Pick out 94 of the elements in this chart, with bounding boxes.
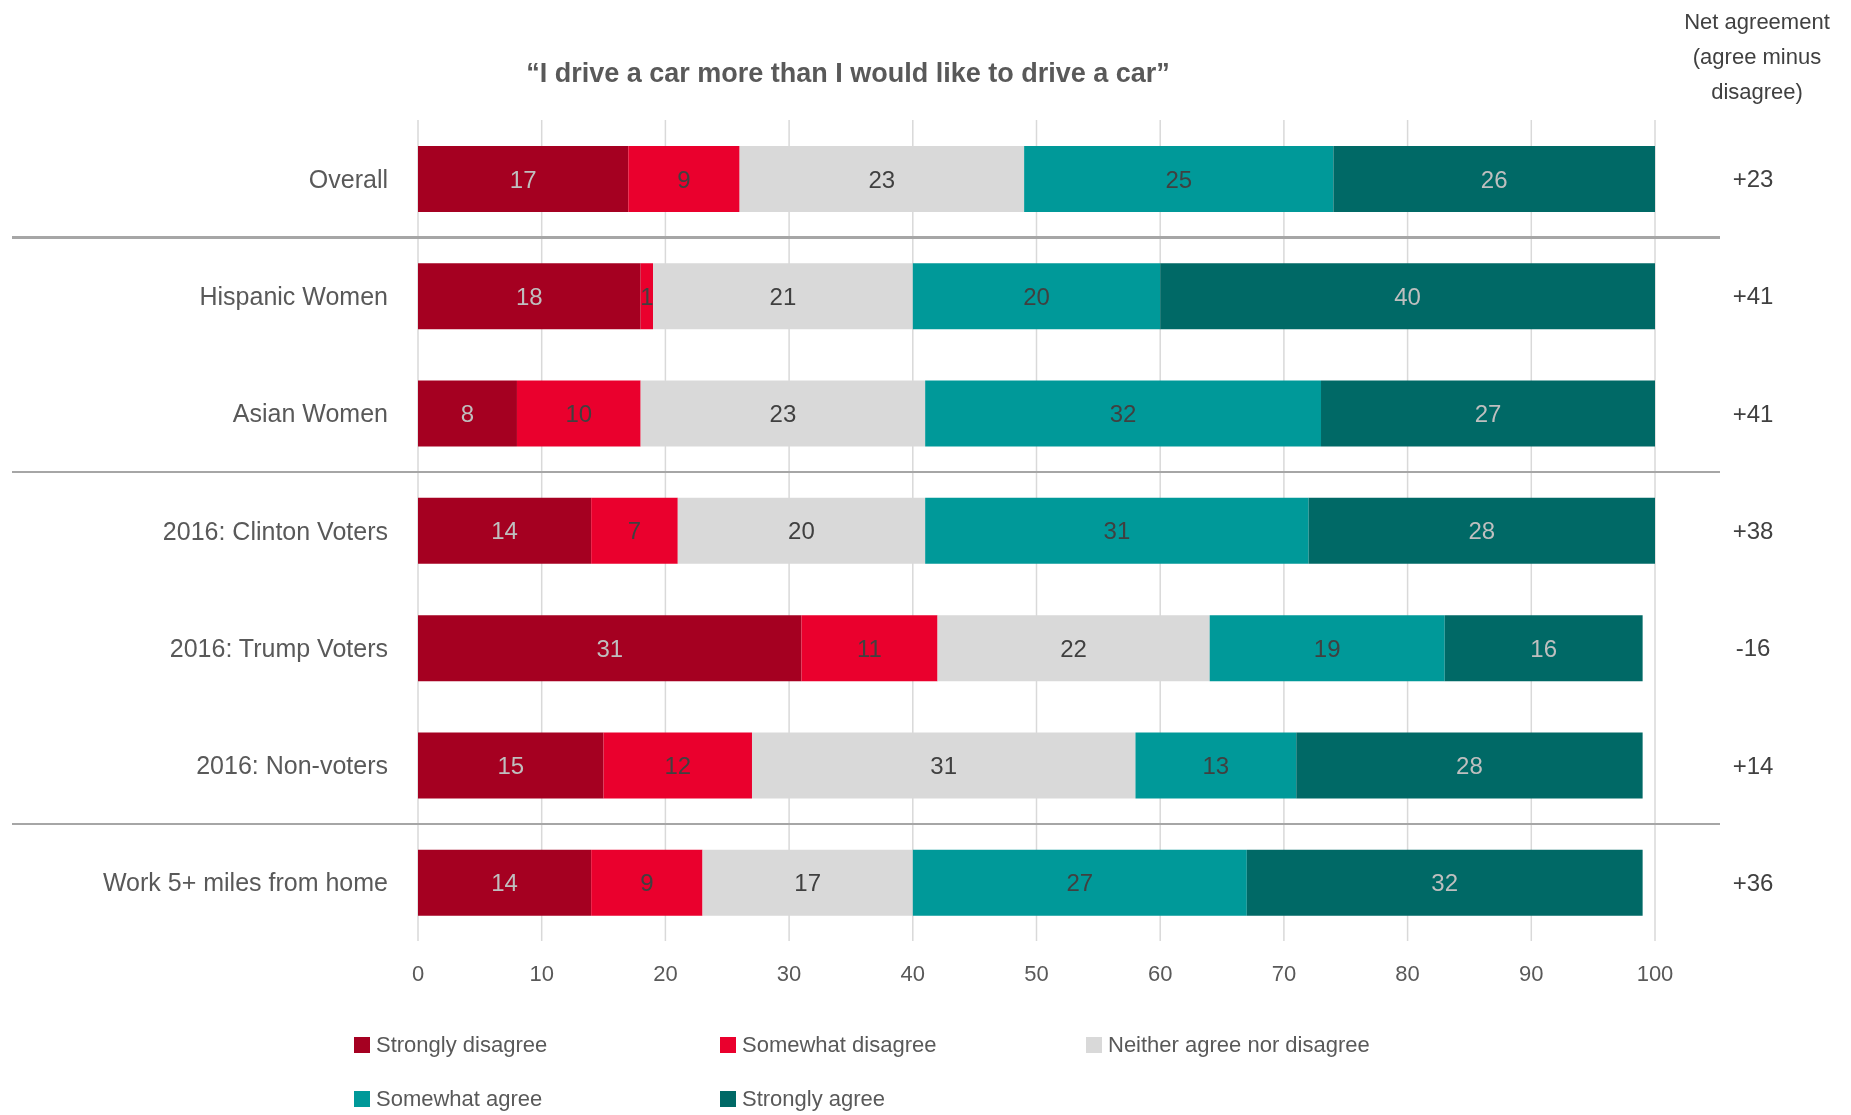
bar [1024, 146, 1334, 212]
bar [925, 497, 1309, 564]
bar [925, 380, 1322, 447]
bar [1135, 732, 1297, 799]
y-tick-label: Work 5+ miles from home [102, 868, 388, 897]
bar [1321, 380, 1655, 447]
y-tick-label: 2016: Trump Voters [169, 633, 388, 662]
data-label: 27 [1474, 400, 1502, 428]
data-label: 9 [640, 869, 654, 897]
data-label: 26 [1480, 165, 1508, 193]
bar [418, 146, 629, 212]
x-tick-label: 40 [900, 960, 926, 986]
data-label: 23 [868, 165, 896, 193]
y2-tick-label: +23 [1732, 165, 1774, 193]
data-label: 20 [1023, 282, 1050, 310]
data-label: 32 [1431, 869, 1459, 897]
bar [418, 263, 641, 330]
data-label: 25 [1165, 165, 1193, 193]
bar [418, 497, 592, 564]
data-label: 11 [857, 634, 882, 662]
y2-tick-label: +41 [1732, 282, 1774, 310]
data-label: 15 [497, 751, 525, 779]
y-tick-label: 2016: Clinton Voters [162, 516, 388, 545]
legend-label: Strongly disagree [376, 1032, 548, 1058]
bar [1333, 146, 1655, 212]
data-label: 21 [769, 282, 797, 310]
legend-label: Neither agree nor disagree [1108, 1032, 1370, 1058]
y2-tick-label: +38 [1732, 517, 1774, 544]
x-tick-label: 10 [529, 960, 554, 986]
bar [1246, 849, 1643, 916]
data-label: 18 [515, 282, 543, 310]
x-tick-label: 0 [411, 960, 425, 986]
y2-tick-label: +36 [1732, 868, 1774, 896]
data-label: 10 [565, 400, 593, 428]
legend-label: Strongly agree [742, 1086, 886, 1112]
data-label: 22 [1060, 634, 1087, 662]
legend-label: Somewhat agree [376, 1086, 543, 1112]
legend-label: Somewhat disagree [742, 1032, 937, 1058]
x-tick-label: 50 [1024, 960, 1049, 986]
data-label: 28 [1468, 517, 1496, 545]
bar [1308, 497, 1655, 564]
data-label: 32 [1109, 400, 1137, 428]
chart-title: “I drive a car more than I would like to drive a car” [525, 58, 1171, 89]
data-label: 31 [1103, 517, 1131, 545]
data-label: 31 [596, 634, 624, 662]
y-tick-label: 2016: Non-voters [196, 751, 388, 780]
y2-tick-label: -16 [1735, 634, 1771, 662]
y-tick-label: Hispanic Women [199, 281, 388, 310]
bar [912, 263, 1161, 330]
bar [801, 615, 938, 682]
y2-tick-label: +41 [1732, 399, 1774, 427]
x-tick-label: 20 [653, 960, 678, 986]
y-tick-label: Asian Women [232, 399, 388, 428]
x-tick-label: 90 [1519, 960, 1544, 986]
bar [603, 732, 752, 799]
data-label: 17 [794, 869, 822, 897]
x-tick-label: 30 [776, 960, 802, 986]
data-label: 13 [1202, 751, 1230, 779]
data-label: 31 [930, 751, 958, 779]
bar [1296, 732, 1643, 799]
data-label: 28 [1456, 751, 1483, 779]
x-tick-label: 100 [1636, 960, 1674, 986]
data-label: 14 [491, 517, 518, 545]
bar [628, 146, 740, 212]
data-label: 7 [627, 517, 642, 545]
data-label: 12 [664, 751, 692, 779]
bar [1209, 615, 1445, 682]
data-label: 8 [460, 400, 475, 428]
data-label: 17 [509, 165, 537, 193]
bar [591, 849, 703, 916]
bar [1444, 615, 1643, 682]
bar [418, 732, 604, 799]
data-label: 19 [1313, 634, 1341, 662]
data-label: 9 [677, 165, 691, 193]
bar [912, 849, 1247, 916]
y2-tick-label: +14 [1732, 751, 1774, 779]
data-label: 23 [769, 400, 797, 428]
data-label: 27 [1066, 869, 1094, 897]
bar [591, 497, 678, 564]
y2-axis-title: Net agreement (agree minus disagree) [1683, 8, 1831, 106]
bar [418, 380, 517, 447]
bar [418, 615, 802, 682]
data-label: 1 [640, 282, 654, 310]
bar [1160, 263, 1655, 330]
data-label: 14 [491, 869, 518, 897]
data-label: 20 [788, 517, 815, 545]
y-tick-label: Overall [308, 164, 388, 193]
x-tick-label: 80 [1395, 960, 1420, 986]
x-tick-label: 60 [1147, 960, 1173, 986]
bar [418, 849, 592, 916]
x-tick-label: 70 [1271, 960, 1297, 986]
data-label: 16 [1530, 634, 1558, 662]
data-label: 40 [1394, 282, 1421, 310]
bar [516, 380, 641, 447]
